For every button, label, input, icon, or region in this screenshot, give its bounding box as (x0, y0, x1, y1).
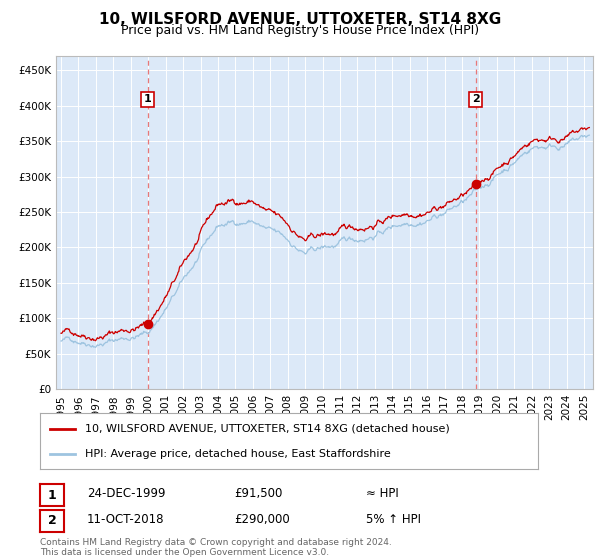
Text: ≈ HPI: ≈ HPI (366, 487, 399, 501)
Text: 5% ↑ HPI: 5% ↑ HPI (366, 513, 421, 526)
Text: 1: 1 (48, 488, 56, 502)
Text: 11-OCT-2018: 11-OCT-2018 (87, 513, 164, 526)
Text: £290,000: £290,000 (234, 513, 290, 526)
Text: 2: 2 (48, 514, 56, 528)
Text: Price paid vs. HM Land Registry's House Price Index (HPI): Price paid vs. HM Land Registry's House … (121, 24, 479, 36)
Text: 10, WILSFORD AVENUE, UTTOXETER, ST14 8XG: 10, WILSFORD AVENUE, UTTOXETER, ST14 8XG (99, 12, 501, 27)
Text: 1: 1 (144, 94, 152, 104)
Text: HPI: Average price, detached house, East Staffordshire: HPI: Average price, detached house, East… (85, 449, 391, 459)
Text: 10, WILSFORD AVENUE, UTTOXETER, ST14 8XG (detached house): 10, WILSFORD AVENUE, UTTOXETER, ST14 8XG… (85, 424, 450, 434)
Text: Contains HM Land Registry data © Crown copyright and database right 2024.
This d: Contains HM Land Registry data © Crown c… (40, 538, 392, 557)
Text: 24-DEC-1999: 24-DEC-1999 (87, 487, 166, 501)
Text: £91,500: £91,500 (234, 487, 283, 501)
Text: 2: 2 (472, 94, 479, 104)
